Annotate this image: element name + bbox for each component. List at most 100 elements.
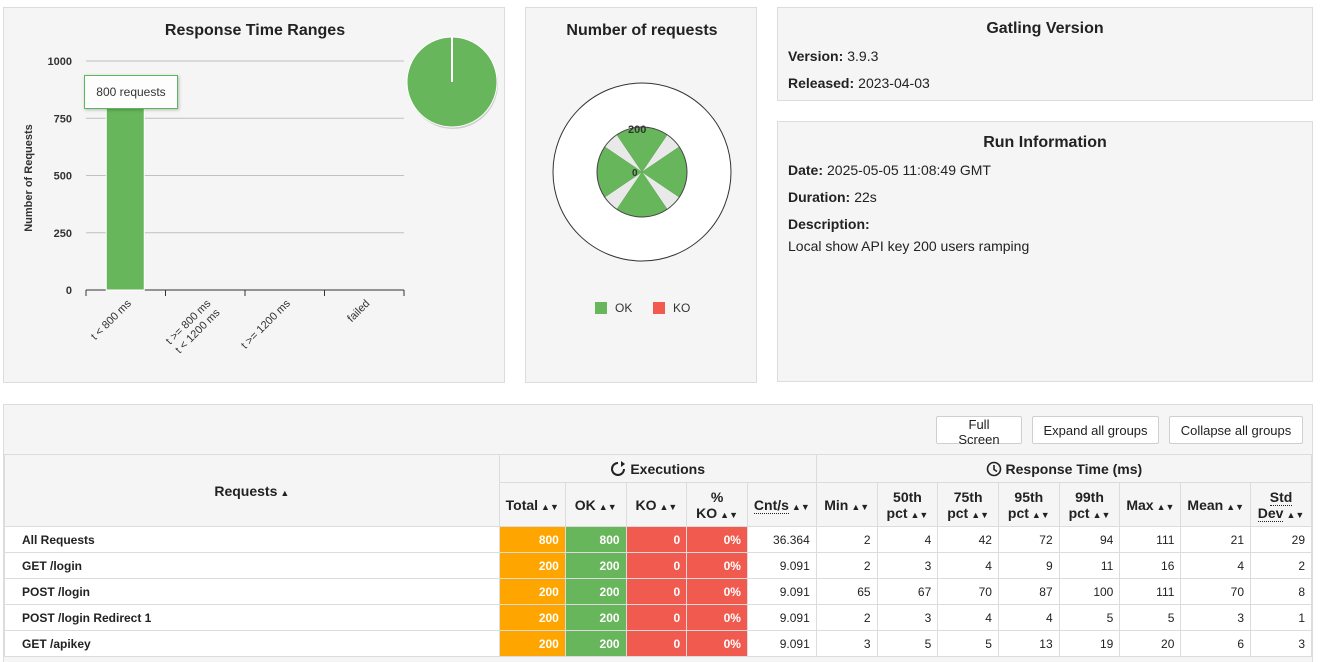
p99-column-header[interactable]: 99th pct ▲▼	[1058, 482, 1121, 527]
legend-ko[interactable]: KO	[653, 301, 690, 315]
version-label: Version:	[788, 48, 844, 64]
cnt-per-sec-column-header[interactable]: Cnt/s ▲▼	[746, 482, 817, 527]
ok-column-header[interactable]: OK ▲▼	[564, 482, 627, 527]
refresh-icon	[611, 460, 626, 476]
mean-cell: 4	[1180, 552, 1252, 579]
request-name-cell[interactable]: GET /login	[4, 552, 500, 579]
min-column-header[interactable]: Min ▲▼	[815, 482, 878, 527]
cnt-cell: 9.091	[746, 552, 817, 579]
x-tick-label: failed	[345, 298, 372, 325]
p50-cell: 3	[876, 604, 939, 631]
cnt-cell: 9.091	[746, 578, 817, 605]
p95-cell: 72	[997, 526, 1060, 553]
std-cell: 3	[1250, 630, 1312, 657]
request-name-cell[interactable]: POST /login Redirect 1	[4, 604, 500, 631]
requests-column-header[interactable]: Requests ▲	[4, 454, 500, 527]
table-row[interactable]: All Requests 800 800 0 0% 36.364 2 4 42 72 94 111 21…	[4, 526, 1312, 553]
legend-ok-label: OK	[615, 301, 633, 315]
total-column-header[interactable]: Total ▲▼	[498, 482, 566, 527]
std-cell: 8	[1250, 578, 1312, 605]
version-value: 3.9.3	[847, 48, 879, 64]
min-cell: 3	[815, 630, 878, 657]
y-axis-label: Number of Requests	[23, 124, 35, 232]
p99-cell: 94	[1058, 526, 1121, 553]
std-dev-column-header[interactable]: Std Dev ▲▼	[1250, 482, 1312, 527]
radial-label-zero: 0	[632, 168, 638, 179]
response-time-ranges-title: Response Time Ranges	[164, 22, 346, 39]
ko-column-header[interactable]: KO ▲▼	[625, 482, 688, 527]
date-value: 2025-05-05 11:08:49 GMT	[827, 162, 991, 178]
request-name-cell[interactable]: All Requests	[4, 526, 500, 553]
statistics-panel: Full Screen Expand all groups Collapse a…	[3, 404, 1313, 662]
total-cell: 200	[498, 552, 566, 579]
mean-column-header[interactable]: Mean ▲▼	[1180, 482, 1252, 527]
bar-0[interactable]	[105, 106, 145, 291]
p75-column-header[interactable]: 75th pct ▲▼	[937, 482, 999, 527]
max-cell: 5	[1119, 604, 1182, 631]
ko-cell: 0	[625, 604, 688, 631]
total-cell: 800	[498, 526, 566, 553]
p95-cell: 87	[997, 578, 1060, 605]
max-cell: 111	[1119, 578, 1182, 605]
min-cell: 2	[815, 604, 878, 631]
ko-cell: 0	[625, 552, 688, 579]
released-value: 2023-04-03	[858, 75, 930, 91]
legend-ko-label: KO	[673, 301, 691, 315]
ko-cell: 0	[625, 630, 688, 657]
full-screen-button[interactable]: Full Screen	[936, 416, 1022, 447]
number-of-requests-title: Number of requests	[566, 22, 718, 39]
p95-cell: 4	[997, 604, 1060, 631]
request-name-cell[interactable]: GET /apikey	[4, 630, 500, 657]
table-row[interactable]: POST /login 200 200 0 0% 9.091 65 67 70 87 100 111 7…	[4, 578, 1312, 605]
p99-cell: 11	[1058, 552, 1121, 579]
request-name-cell[interactable]: POST /login	[4, 578, 500, 605]
ko-cell: 0	[625, 578, 688, 605]
duration-value: 22s	[854, 189, 877, 205]
table-row[interactable]: POST /login Redirect 1 200 200 0 0% 9.091 2 3 4 4…	[4, 604, 1312, 631]
statistics-table-body: All Requests 800 800 0 0% 36.364 2 4 42 72 94 111 21…	[4, 526, 1312, 657]
p95-cell: 13	[997, 630, 1060, 657]
response-time-ranges-panel: Response Time Ranges 0 250 500 750 1000 Numbe…	[3, 7, 505, 383]
p50-column-header[interactable]: 50th pct ▲▼	[876, 482, 939, 527]
table-row[interactable]: GET /login 200 200 0 0% 9.091 2 3 4 9 11 16 4 2	[4, 552, 1312, 579]
pko-cell: 0%	[686, 630, 748, 657]
ok-cell: 200	[564, 630, 627, 657]
p95-column-header[interactable]: 95th pct ▲▼	[997, 482, 1060, 527]
table-row[interactable]: GET /apikey 200 200 0 0% 9.091 3 5 5 13 19 20 6 3	[4, 630, 1312, 657]
pko-cell: 0%	[686, 552, 748, 579]
total-cell: 200	[498, 630, 566, 657]
executions-group-header: Executions	[498, 454, 817, 483]
p75-cell: 4	[937, 552, 999, 579]
p50-cell: 4	[876, 526, 939, 553]
percent-ko-column-header[interactable]: % KO ▲▼	[686, 482, 748, 527]
y-tick-label: 1000	[48, 56, 72, 68]
response-time-ranges-chart: 0 250 500 750 1000 Number of Requests t < 800 …	[23, 36, 498, 356]
max-column-header[interactable]: Max ▲▼	[1119, 482, 1182, 527]
std-cell: 29	[1250, 526, 1312, 553]
mean-cell: 21	[1180, 526, 1252, 553]
run-information-title: Run Information	[983, 134, 1107, 151]
ok-cell: 200	[564, 552, 627, 579]
date-row: Date: 2025-05-05 11:08:49 GMT	[788, 162, 991, 178]
response-time-group-header: Response Time (ms)	[815, 454, 1313, 483]
y-tick-label: 500	[54, 171, 72, 183]
version-row: Version: 3.9.3	[788, 48, 878, 64]
p75-cell: 42	[937, 526, 999, 553]
released-row: Released: 2023-04-03	[788, 75, 930, 91]
duration-row: Duration: 22s	[788, 189, 877, 205]
expand-all-groups-button[interactable]: Expand all groups	[1032, 416, 1159, 444]
statistics-table: Requests ▲ Executions Response Time (ms) …	[4, 454, 1313, 657]
x-tick-label: t >= 1200 ms	[239, 297, 293, 351]
p75-cell: 70	[937, 578, 999, 605]
ko-cell: 0	[625, 526, 688, 553]
std-cell: 2	[1250, 552, 1312, 579]
y-tick-label: 0	[66, 285, 72, 297]
pko-cell: 0%	[686, 526, 748, 553]
x-tick-label-line: failed	[345, 298, 372, 325]
legend-ok-swatch	[595, 302, 607, 314]
legend-ok[interactable]: OK	[595, 301, 632, 315]
description-row: Description:	[788, 216, 874, 232]
legend-ko-swatch	[653, 302, 665, 314]
collapse-all-groups-button[interactable]: Collapse all groups	[1169, 416, 1303, 444]
